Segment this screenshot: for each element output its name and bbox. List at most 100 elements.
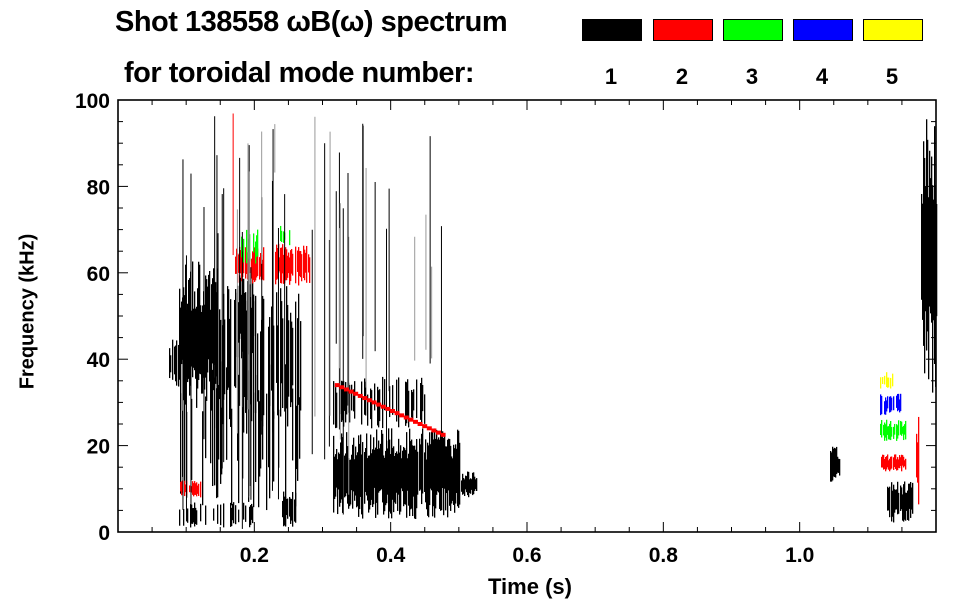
spectral-streak-mode-1 [431, 266, 433, 359]
spectral-mode-3-mark [280, 225, 282, 242]
spectral-mode-2-mark [235, 256, 237, 274]
spectral-mode-1-mark [435, 438, 437, 509]
spectral-mode-1-mark [424, 452, 426, 492]
spectral-streak-mode-1 [217, 233, 219, 427]
spectral-mode-4-mark [885, 397, 887, 415]
spectral-mode-1-mark [347, 446, 349, 504]
spectral-mode-1-mark [430, 444, 432, 489]
spectral-mode-1-mark [344, 388, 346, 411]
spectral-mode-1-mark [205, 275, 207, 378]
spectral-mode-1-mark [243, 278, 245, 341]
spectral-mode-1-mark [253, 392, 255, 508]
spectral-mode-1-mark [370, 434, 372, 506]
spectral-mode-1-mark [200, 503, 202, 522]
spectral-streak-mode-1 [272, 129, 274, 433]
spectral-mode-3-mark [888, 426, 890, 440]
spectral-mode-1-mark [174, 346, 176, 375]
spectral-mode-4-mark [881, 395, 883, 415]
spectral-mode-2-mark [905, 458, 907, 470]
spectral-mode-1-mark [248, 280, 250, 355]
spectral-mode-2-mark [255, 251, 257, 281]
spectral-mode-1-mark [377, 449, 379, 515]
spectral-mode-3-mark [253, 233, 255, 253]
spectral-mode-3-mark [281, 230, 283, 242]
spectral-mode-2-mark [891, 456, 893, 469]
spectral-mode-3-mark [900, 420, 902, 435]
spectral-mode-1-mark [422, 428, 424, 494]
spectral-mode-2-mark [196, 482, 198, 497]
spectral-mode-2-mark [189, 485, 191, 493]
spectral-mode-1-mark [921, 193, 923, 300]
spectral-mode-1-mark [355, 446, 357, 496]
chirp-mode-2-mark [380, 404, 386, 409]
spectral-mode-1-mark [179, 509, 181, 526]
spectral-mode-1-mark [900, 485, 902, 511]
spectral-mode-1-mark [402, 450, 404, 492]
spectral-mode-1-mark [342, 437, 344, 513]
spectral-mode-2-mark [280, 247, 282, 284]
spectral-mode-1-mark [287, 498, 289, 519]
spectral-mode-2-mark [200, 481, 202, 498]
spectral-mode-1-mark [300, 321, 302, 411]
spectral-mode-1-mark [407, 458, 409, 491]
y-tick-label: 80 [87, 176, 110, 199]
spectral-streak-mode-1 [223, 188, 225, 463]
spectral-mode-1-mark [410, 441, 412, 510]
spectral-mode-1-mark [451, 456, 453, 504]
spectral-mode-1-mark [392, 385, 394, 415]
spectral-mode-1-mark [356, 455, 358, 508]
spectral-mode-1-mark [345, 382, 347, 423]
spectral-mode-1-mark [419, 438, 421, 491]
x-tick-label: 0.6 [512, 544, 541, 567]
spectral-mode-1-mark [932, 185, 934, 393]
legend-swatch-mode-1 [582, 19, 642, 41]
spectral-streak-mode-2 [232, 113, 234, 256]
spectral-mode-1-mark [447, 439, 449, 518]
y-tick-label: 0 [98, 522, 110, 545]
spectral-mode-1-mark [830, 450, 832, 482]
spectral-mode-1-mark [389, 386, 391, 418]
spectral-mode-3-mark [881, 419, 883, 438]
legend-label-mode-3: 3 [745, 64, 759, 89]
spectral-mode-1-mark [351, 384, 353, 411]
spectral-mode-1-mark [286, 286, 288, 409]
spectral-mode-1-mark [398, 438, 400, 495]
spectral-mode-1-mark [351, 454, 353, 491]
spectral-mode-2-mark [303, 245, 305, 279]
spectral-mode-1-mark [260, 377, 262, 469]
spectral-mode-2-mark [898, 459, 900, 468]
spectral-mode-1-mark [212, 369, 214, 487]
spectral-mode-2-mark [197, 485, 199, 494]
spectral-mode-1-mark [833, 448, 835, 477]
spectral-mode-2-mark [245, 247, 247, 279]
spectral-mode-1-mark [354, 459, 356, 501]
spectral-mode-1-mark [376, 429, 378, 503]
spectral-mode-2-mark [251, 258, 253, 279]
spectral-mode-2-mark [888, 460, 890, 470]
spectral-mode-1-mark [411, 439, 413, 509]
spectral-mode-2-mark [185, 484, 187, 493]
chirp-mode-2-mark [426, 426, 432, 431]
spectral-mode-1-mark [371, 453, 373, 500]
spectral-mode-2-mark [254, 247, 256, 282]
spectral-mode-1-mark [417, 451, 419, 495]
spectral-mode-1-mark [282, 500, 284, 518]
spectral-mode-1-mark [196, 306, 198, 408]
spectral-mode-1-mark [456, 448, 458, 493]
chirp-mode-2-mark [353, 391, 359, 396]
spectral-mode-2-mark [902, 455, 904, 466]
spectral-mode-1-mark [209, 270, 211, 382]
spectral-mode-1-mark [411, 389, 413, 418]
spectral-mode-1-mark [408, 453, 410, 506]
spectral-mode-1-mark [442, 431, 444, 489]
spectral-mode-1-mark [184, 364, 186, 484]
spectral-mode-4-mark [900, 393, 902, 412]
spectral-mode-1-mark [285, 364, 287, 506]
spectral-mode-1-mark [273, 411, 275, 482]
spectral-mode-1-mark [183, 508, 185, 526]
spectral-mode-1-mark [202, 305, 204, 394]
spectral-mode-3-mark [884, 422, 886, 441]
spectral-streak-mode-1 [314, 116, 316, 417]
spectral-mode-4-mark [898, 393, 900, 411]
spectral-mode-1-mark [292, 388, 294, 461]
